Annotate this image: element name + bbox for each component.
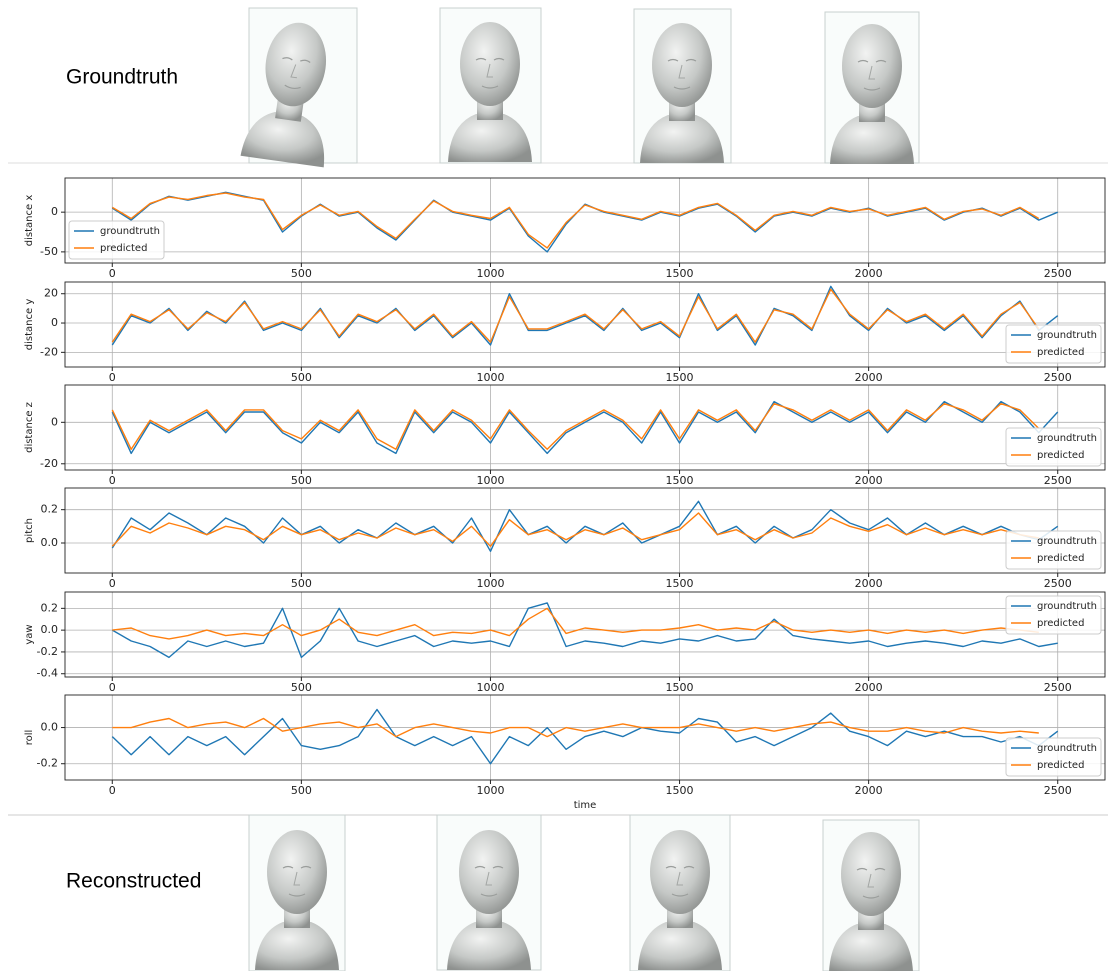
x-tick-label: 1500 (666, 681, 694, 694)
legend-label: predicted (1037, 553, 1084, 564)
legend-label: predicted (1037, 450, 1084, 461)
x-tick-label: 500 (291, 681, 312, 694)
x-tick-label: 1500 (666, 371, 694, 384)
x-tick-label: 2500 (1044, 784, 1072, 797)
x-tick-label: 2500 (1044, 681, 1072, 694)
x-tick-label: 0 (109, 681, 116, 694)
y-tick-label: 0.0 (41, 721, 59, 734)
x-tick-label: 1500 (666, 474, 694, 487)
x-tick-label: 1500 (666, 267, 694, 280)
legend-label: predicted (100, 243, 147, 254)
y-axis-label: roll (24, 730, 35, 746)
y-axis-label: distance y (24, 299, 35, 351)
x-tick-label: 1000 (476, 267, 504, 280)
x-tick-label: 0 (109, 474, 116, 487)
y-tick-label: -0.2 (37, 645, 58, 658)
y-tick-label: -20 (40, 345, 58, 358)
x-tick-label: 2500 (1044, 474, 1072, 487)
legend-label: predicted (1037, 347, 1084, 358)
y-tick-label: -0.4 (37, 667, 58, 680)
legend: groundtruth predicted (69, 221, 164, 259)
x-tick-label: 1000 (476, 371, 504, 384)
legend-label: predicted (1037, 618, 1084, 629)
x-tick-label: 0 (109, 784, 116, 797)
x-tick-label: 500 (291, 371, 312, 384)
y-tick-label: 0.0 (41, 623, 59, 636)
legend: groundtruth predicted (1006, 325, 1101, 363)
row-label: Groundtruth (66, 66, 178, 89)
x-tick-label: 2000 (855, 474, 883, 487)
y-tick-label: -0.2 (37, 757, 58, 770)
x-tick-label: 500 (291, 577, 312, 590)
y-axis-label: distance x (24, 195, 35, 247)
x-tick-label: 0 (109, 371, 116, 384)
x-tick-label: 1000 (476, 681, 504, 694)
legend-label: groundtruth (1037, 330, 1097, 341)
x-tick-label: 1000 (476, 474, 504, 487)
legend: groundtruth predicted (1006, 428, 1101, 466)
x-tick-label: 500 (291, 784, 312, 797)
figure: Groundtruth Reconstructed 0 500 1000 1500 20… (0, 0, 1108, 971)
x-tick-label: 0 (109, 577, 116, 590)
x-tick-label: 2500 (1044, 267, 1072, 280)
x-tick-label: 1000 (476, 577, 504, 590)
y-tick-label: 0.2 (41, 503, 59, 516)
y-tick-label: 0.0 (41, 536, 59, 549)
legend-label: groundtruth (1037, 536, 1097, 547)
y-tick-label: 0 (51, 316, 58, 329)
row-label: Reconstructed (66, 870, 201, 893)
x-tick-label: 2500 (1044, 371, 1072, 384)
legend-label: predicted (1037, 760, 1084, 771)
x-tick-label: 2000 (855, 267, 883, 280)
x-tick-label: 2000 (855, 577, 883, 590)
legend-label: groundtruth (1037, 433, 1097, 444)
x-tick-label: 2500 (1044, 577, 1072, 590)
y-tick-label: 0 (51, 415, 58, 428)
x-tick-label: 2000 (855, 681, 883, 694)
legend: groundtruth predicted (1006, 596, 1101, 634)
legend: groundtruth predicted (1006, 738, 1101, 776)
background (0, 0, 1108, 971)
x-tick-label: 1500 (666, 784, 694, 797)
y-axis-label: distance z (24, 402, 35, 453)
x-tick-label: 1000 (476, 784, 504, 797)
legend-label: groundtruth (1037, 743, 1097, 754)
y-axis-label: pitch (24, 518, 35, 543)
x-tick-label: 2000 (855, 784, 883, 797)
x-tick-label: 2000 (855, 371, 883, 384)
legend: groundtruth predicted (1006, 531, 1101, 569)
y-axis-label: yaw (24, 624, 35, 644)
legend-label: groundtruth (1037, 601, 1097, 612)
y-tick-label: 20 (44, 287, 58, 300)
legend-label: groundtruth (100, 226, 160, 237)
x-tick-label: 500 (291, 474, 312, 487)
x-tick-label: 0 (109, 267, 116, 280)
y-tick-label: 0 (51, 205, 58, 218)
y-tick-label: -20 (40, 457, 58, 470)
page: {"row_labels": {"top": "Groundtruth", "b… (0, 0, 1108, 971)
y-tick-label: -50 (40, 245, 58, 258)
x-tick-label: 1500 (666, 577, 694, 590)
y-tick-label: 0.2 (41, 601, 59, 614)
x-tick-label: 500 (291, 267, 312, 280)
x-axis-label: time (574, 800, 597, 811)
